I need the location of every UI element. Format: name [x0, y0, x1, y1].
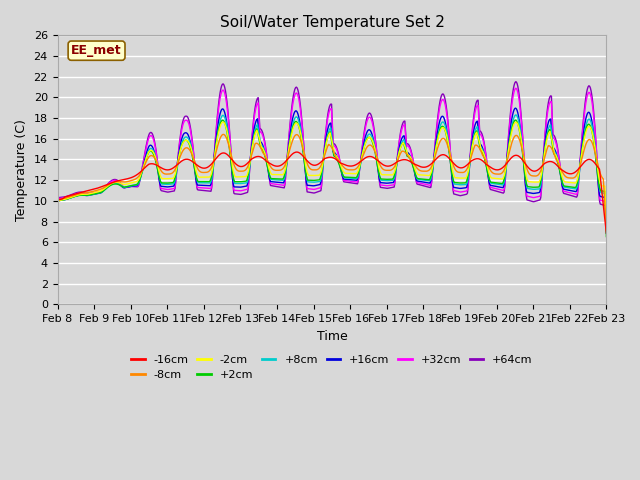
-16cm: [399, 157, 407, 163]
+16cm: [120, 185, 128, 191]
+2cm: [54, 198, 61, 204]
+16cm: [205, 183, 212, 189]
+32cm: [120, 185, 128, 191]
Line: +32cm: +32cm: [58, 88, 606, 202]
-2cm: [54, 198, 61, 204]
+64cm: [205, 188, 212, 194]
+2cm: [399, 141, 406, 146]
+2cm: [205, 179, 212, 184]
+64cm: [399, 121, 406, 127]
Line: +8cm: +8cm: [58, 115, 606, 221]
+32cm: [63, 194, 71, 200]
-16cm: [176, 160, 184, 166]
+64cm: [54, 195, 61, 201]
+8cm: [176, 150, 184, 156]
-2cm: [399, 140, 407, 145]
-2cm: [63, 196, 71, 202]
+64cm: [63, 193, 71, 199]
+16cm: [399, 134, 406, 140]
+32cm: [176, 140, 184, 146]
Y-axis label: Temperature (C): Temperature (C): [15, 119, 28, 221]
+32cm: [399, 124, 406, 130]
-8cm: [602, 227, 610, 233]
+8cm: [399, 138, 406, 144]
+64cm: [120, 185, 128, 191]
Legend: -16cm, -8cm, -2cm, +2cm, +8cm, +16cm, +32cm, +64cm: -16cm, -8cm, -2cm, +2cm, +8cm, +16cm, +3…: [127, 350, 537, 385]
-16cm: [415, 163, 423, 169]
+16cm: [176, 146, 184, 152]
+16cm: [512, 105, 520, 111]
-2cm: [220, 119, 227, 125]
-8cm: [54, 197, 61, 203]
+8cm: [415, 177, 422, 182]
Line: +2cm: +2cm: [58, 120, 606, 237]
+64cm: [602, 203, 610, 209]
+64cm: [176, 138, 184, 144]
+8cm: [120, 184, 128, 190]
+32cm: [205, 185, 212, 191]
Title: Soil/Water Temperature Set 2: Soil/Water Temperature Set 2: [220, 15, 444, 30]
+64cm: [512, 79, 520, 84]
-8cm: [205, 168, 212, 174]
+8cm: [602, 218, 610, 224]
+2cm: [63, 196, 71, 202]
+8cm: [205, 180, 212, 186]
-16cm: [63, 193, 71, 199]
+2cm: [120, 184, 128, 190]
-16cm: [54, 196, 61, 202]
+2cm: [512, 117, 520, 123]
+32cm: [512, 85, 520, 91]
X-axis label: Time: Time: [317, 330, 348, 343]
Text: EE_met: EE_met: [71, 44, 122, 57]
-2cm: [602, 223, 610, 228]
+32cm: [54, 196, 61, 202]
Line: -2cm: -2cm: [58, 122, 606, 226]
-16cm: [602, 230, 610, 236]
+32cm: [602, 199, 610, 204]
+8cm: [512, 112, 520, 118]
+2cm: [415, 176, 422, 181]
+16cm: [54, 198, 61, 204]
-8cm: [415, 168, 423, 173]
+8cm: [63, 196, 71, 202]
+8cm: [54, 198, 61, 204]
-2cm: [120, 181, 128, 187]
-2cm: [205, 174, 212, 180]
Line: +16cm: +16cm: [58, 108, 606, 233]
+16cm: [415, 179, 422, 184]
+64cm: [415, 181, 422, 187]
Line: +64cm: +64cm: [58, 82, 606, 206]
-8cm: [399, 148, 407, 154]
-8cm: [120, 179, 128, 185]
+16cm: [63, 196, 71, 202]
-8cm: [63, 194, 71, 200]
-16cm: [292, 149, 300, 155]
-2cm: [415, 172, 423, 178]
-16cm: [205, 164, 212, 169]
+16cm: [602, 230, 610, 236]
Line: -8cm: -8cm: [58, 134, 606, 230]
-8cm: [220, 132, 227, 137]
-16cm: [120, 177, 128, 182]
-8cm: [176, 155, 184, 161]
+2cm: [602, 234, 610, 240]
-2cm: [176, 150, 184, 156]
+32cm: [415, 180, 422, 186]
+2cm: [176, 150, 184, 156]
Line: -16cm: -16cm: [58, 152, 606, 233]
